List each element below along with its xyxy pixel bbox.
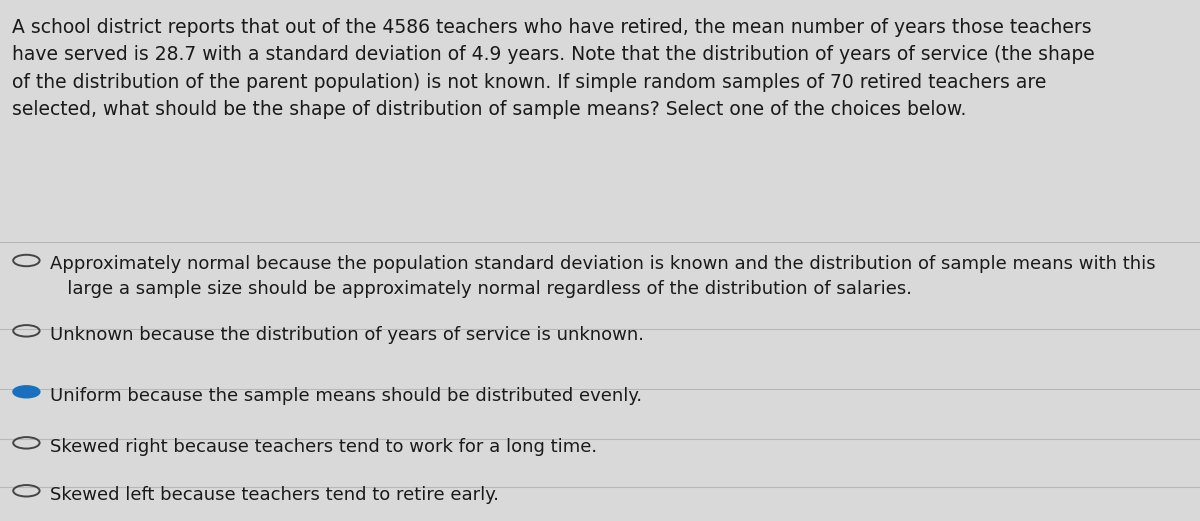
Text: Unknown because the distribution of years of service is unknown.: Unknown because the distribution of year…	[50, 326, 644, 344]
Text: Skewed right because teachers tend to work for a long time.: Skewed right because teachers tend to wo…	[50, 438, 598, 456]
Text: Approximately normal because the population standard deviation is known and the : Approximately normal because the populat…	[50, 255, 1156, 299]
Text: A school district reports that out of the 4586 teachers who have retired, the me: A school district reports that out of th…	[12, 18, 1094, 119]
Circle shape	[13, 386, 40, 398]
Text: Skewed left because teachers tend to retire early.: Skewed left because teachers tend to ret…	[50, 486, 499, 504]
Text: Uniform because the sample means should be distributed evenly.: Uniform because the sample means should …	[50, 387, 642, 405]
